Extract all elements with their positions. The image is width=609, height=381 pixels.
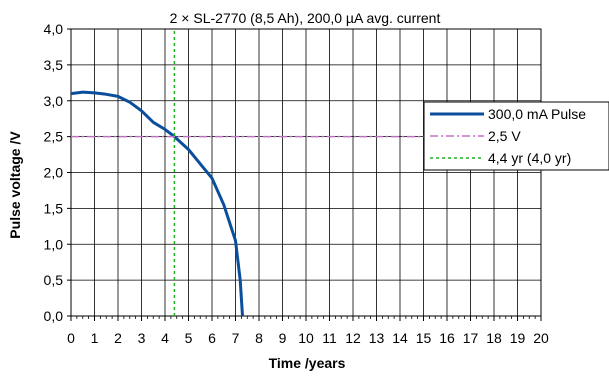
x-tick-label: 6 bbox=[208, 330, 216, 346]
x-tick-label: 1 bbox=[91, 330, 99, 346]
x-tick-label: 7 bbox=[232, 330, 240, 346]
x-tick-label: 13 bbox=[369, 330, 385, 346]
series-line-1 bbox=[70, 90, 244, 317]
x-tick-label: 15 bbox=[416, 330, 432, 346]
x-tick-label: 20 bbox=[533, 330, 549, 346]
y-tick-label: 1,0 bbox=[44, 236, 64, 252]
x-tick-label: 3 bbox=[138, 330, 146, 346]
y-tick-label: 2,5 bbox=[44, 129, 64, 145]
x-tick-label: 16 bbox=[439, 330, 455, 346]
y-tick-label: 3,0 bbox=[44, 93, 64, 109]
x-tick-label: 2 bbox=[114, 330, 122, 346]
x-tick-label: 0 bbox=[67, 330, 75, 346]
x-tick-label: 12 bbox=[345, 330, 361, 346]
y-tick-label: 4,0 bbox=[44, 21, 64, 37]
x-tick-label: 17 bbox=[463, 330, 479, 346]
x-tick-label: 10 bbox=[298, 330, 314, 346]
chart-title: 2 × SL-2770 (8,5 Ah), 200,0 µA avg. curr… bbox=[170, 10, 441, 26]
x-tick-label: 19 bbox=[510, 330, 526, 346]
y-tick-label: 0,5 bbox=[44, 272, 64, 288]
x-axis: 0 1 2 3 4 5 6 7 8 9 10 11 12 13 14 15 16 17 18 19 20 bbox=[67, 316, 549, 346]
y-tick-label: 3,5 bbox=[44, 57, 64, 73]
y-tick-label: 0,0 bbox=[44, 308, 64, 324]
y-tick-label: 1,5 bbox=[44, 200, 64, 216]
y-axis-label: Pulse voltage /V bbox=[7, 131, 23, 239]
x-tick-label: 14 bbox=[392, 330, 408, 346]
legend: 300,0 mA Pulse 2,5 V 4,4 yr (4,0 yr) bbox=[423, 101, 609, 171]
y-axis: 0,0 0,5 1,0 1,5 2,0 2,5 3,0 3,5 4,0 bbox=[44, 21, 71, 324]
x-tick-label: 5 bbox=[185, 330, 193, 346]
x-axis-label: Time /years bbox=[269, 355, 346, 371]
legend-label: 4,4 yr (4,0 yr) bbox=[488, 150, 571, 166]
x-tick-label: 11 bbox=[322, 330, 337, 346]
x-tick-label: 4 bbox=[161, 330, 169, 346]
x-tick-label: 8 bbox=[255, 330, 263, 346]
x-tick-label: 18 bbox=[486, 330, 502, 346]
legend-label: 2,5 V bbox=[488, 128, 521, 144]
y-tick-label: 2,0 bbox=[44, 165, 64, 181]
x-tick-label: 9 bbox=[279, 330, 287, 346]
legend-label: 300,0 mA Pulse bbox=[488, 106, 586, 122]
grid bbox=[70, 28, 542, 317]
